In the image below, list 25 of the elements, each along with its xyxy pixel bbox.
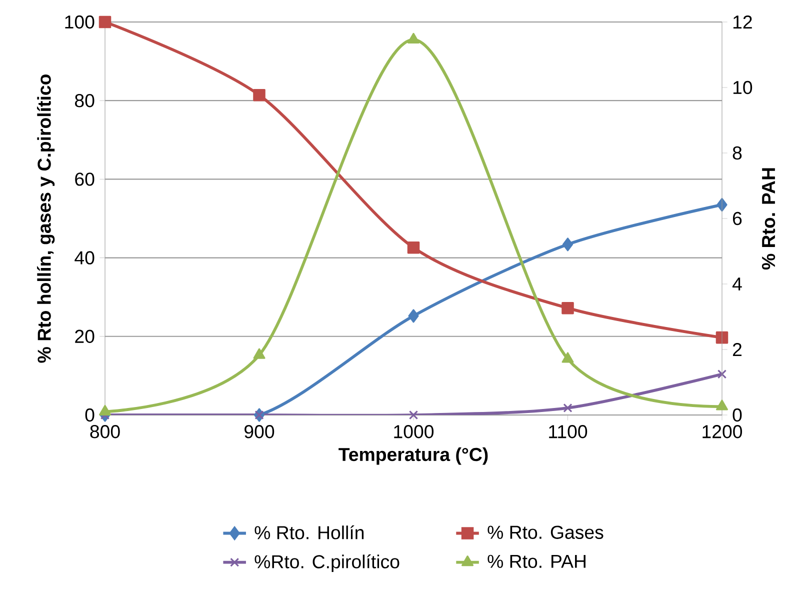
legend-label: % Rto. Gases bbox=[488, 526, 604, 539]
x-tick-label: 1000 bbox=[394, 425, 434, 438]
y2-tick-label: 10 bbox=[733, 80, 752, 94]
y-tick-label: 0 bbox=[85, 408, 94, 422]
legend-label: %Rto. C.pirolítico bbox=[254, 554, 400, 572]
legend-label: % Rto. Hollín bbox=[254, 525, 364, 540]
y2-tick-label: 8 bbox=[732, 146, 742, 160]
y-axis-title: % Rto hollín, gases y C.pirolítico bbox=[37, 74, 55, 363]
x-tick-label: 1200 bbox=[702, 425, 742, 438]
x-tick-label: 900 bbox=[244, 425, 274, 438]
y-tick-label: 100 bbox=[65, 15, 94, 29]
legend-label: % Rto. PAH bbox=[488, 554, 586, 568]
y2-tick-label: 6 bbox=[732, 212, 742, 226]
x-tick-label: 1100 bbox=[549, 425, 588, 438]
x-axis-title: Temperatura (°C) bbox=[338, 447, 488, 465]
y2-tick-label: 0 bbox=[732, 408, 742, 422]
y2-tick-label: 4 bbox=[732, 278, 742, 290]
y-tick-label: 60 bbox=[75, 172, 94, 186]
y-tick-label: 80 bbox=[75, 94, 94, 108]
y2-axis-title: % Rto. PAH bbox=[762, 168, 776, 270]
x-tick-label: 800 bbox=[90, 425, 120, 438]
y2-tick-label: 12 bbox=[733, 15, 752, 29]
y2-tick-label: 2 bbox=[732, 342, 742, 356]
y-tick-label: 40 bbox=[74, 251, 94, 264]
y-tick-label: 20 bbox=[75, 330, 94, 343]
